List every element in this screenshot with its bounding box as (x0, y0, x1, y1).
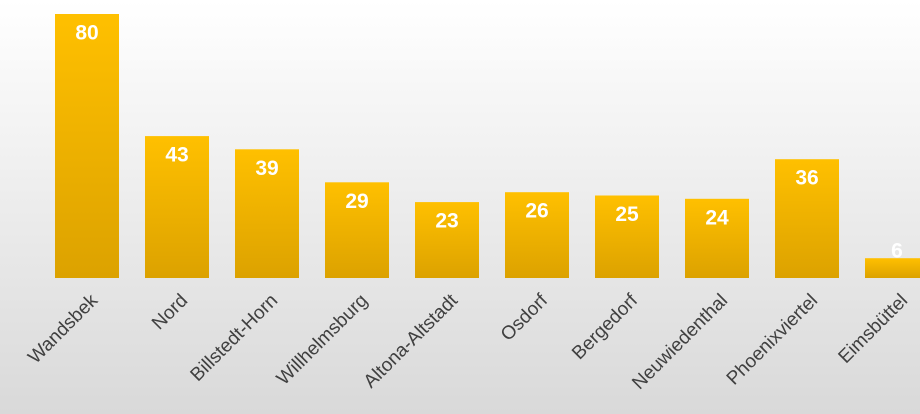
bar (775, 159, 839, 278)
bar (55, 14, 119, 278)
bar (685, 198, 749, 278)
value-label: 29 (345, 190, 368, 213)
value-label: 80 (75, 22, 98, 45)
bar (235, 149, 299, 278)
bar (325, 182, 389, 278)
value-label: 24 (705, 206, 729, 229)
value-label: 43 (165, 144, 188, 167)
value-label: 25 (615, 203, 639, 226)
bar (415, 202, 479, 278)
value-label: 39 (255, 157, 278, 180)
value-label: 6 (891, 240, 903, 263)
value-label: 26 (525, 200, 548, 223)
value-label: 36 (795, 167, 818, 190)
value-label: 23 (435, 210, 458, 233)
bar (505, 192, 569, 278)
bar (865, 258, 920, 278)
bar (145, 136, 209, 278)
bar (595, 195, 659, 278)
